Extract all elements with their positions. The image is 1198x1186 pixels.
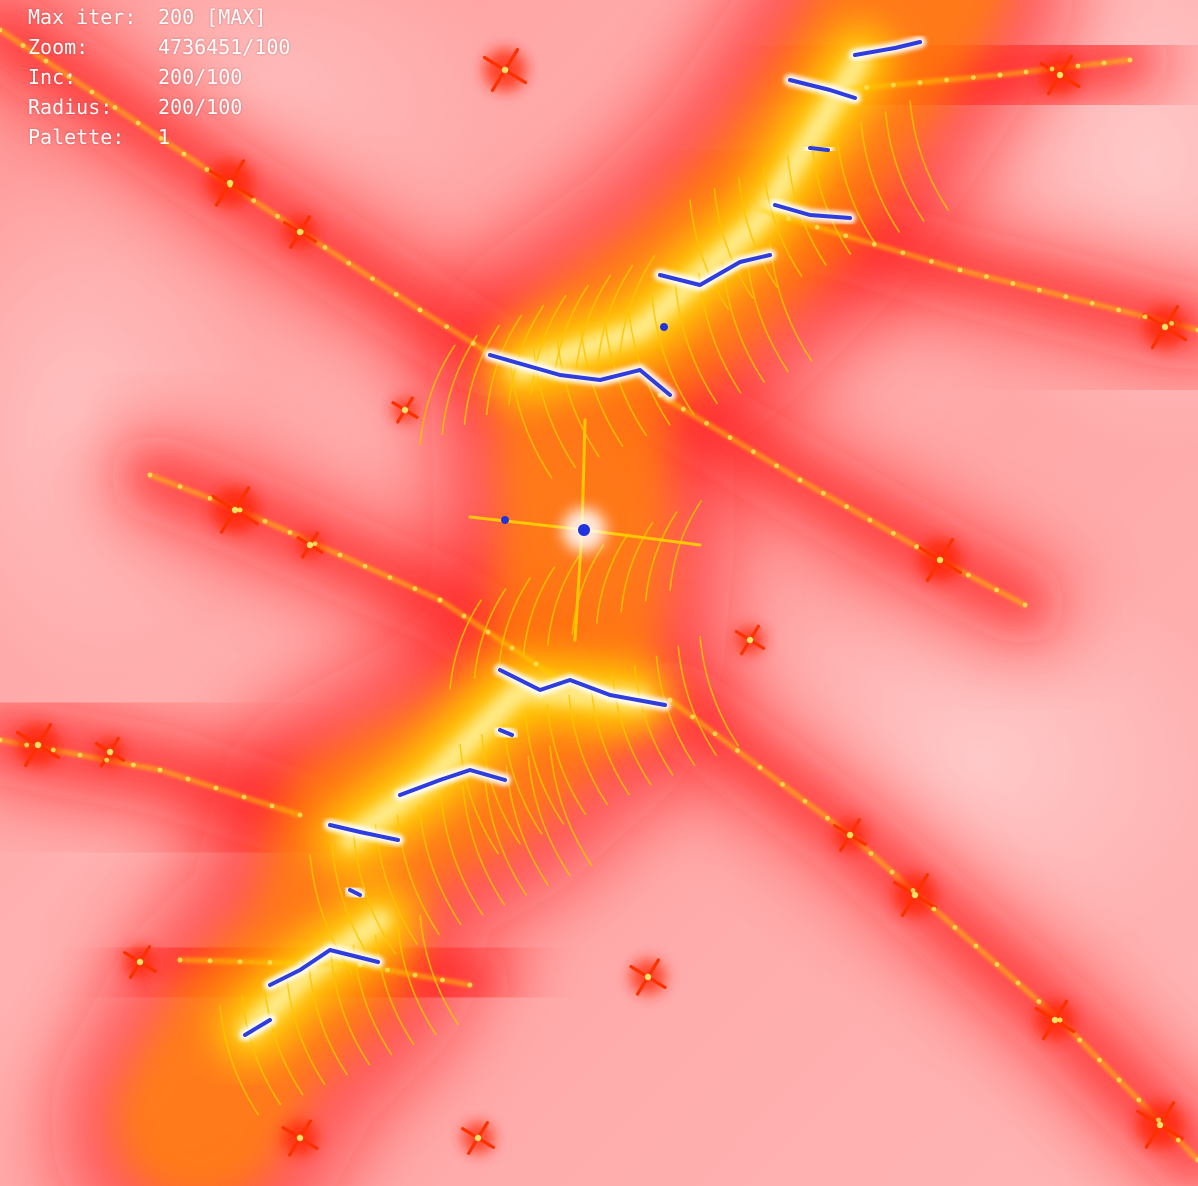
blue-set-layer — [239, 36, 926, 1041]
star-node-layer — [0, 27, 1198, 1163]
